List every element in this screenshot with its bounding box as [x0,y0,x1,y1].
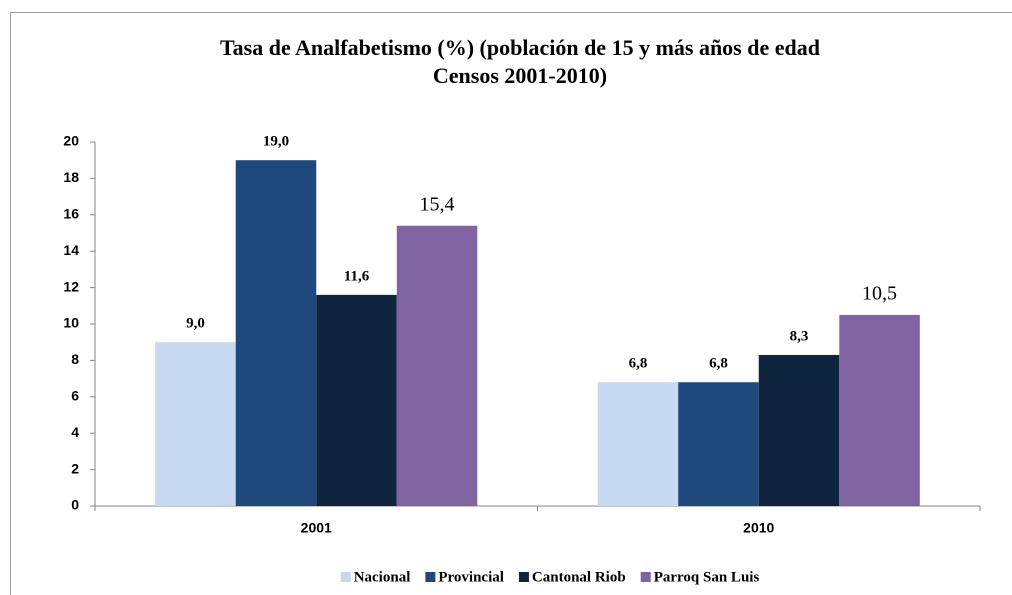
y-tick-label: 14 [63,242,79,258]
value-label: 19,0 [263,134,289,150]
bar [235,160,317,506]
value-label: 15,4 [420,193,455,215]
x-tick-label: 2001 [301,520,332,536]
y-tick-label: 16 [63,206,79,222]
y-tick-label: 18 [63,169,79,185]
value-label: 10,5 [862,282,897,304]
legend-swatch [425,572,436,582]
chart-title: Tasa de Analfabetismo (%) (población de … [220,35,820,60]
y-tick-label: 10 [63,315,79,331]
bar [758,354,840,506]
legend-label: Nacional [354,569,411,585]
chart-title: Censos 2001-2010) [433,63,607,88]
value-label: 6,8 [629,356,648,372]
value-label: 8,3 [790,328,809,344]
value-label: 11,6 [344,268,370,284]
y-tick-label: 8 [71,351,79,367]
legend-label: Parroq San Luis [654,569,760,585]
bar [839,314,920,506]
y-tick-label: 20 [63,133,79,149]
y-tick-label: 4 [71,424,79,440]
y-tick-label: 0 [71,497,79,513]
legend-label: Provincial [438,569,504,585]
legend-swatch [518,572,529,582]
value-label: 9,0 [186,316,205,332]
legend-swatch [340,572,351,582]
value-label: 6,8 [709,356,728,372]
legend-swatch [640,572,651,582]
y-tick-label: 6 [71,388,79,404]
bar [396,225,478,506]
legend-label: Cantonal Riob [532,569,626,585]
x-tick-label: 2010 [743,520,774,536]
y-tick-label: 2 [71,460,79,476]
bar [597,382,679,506]
bar [678,382,759,506]
bar [316,294,397,506]
y-tick-label: 12 [63,278,79,294]
bar [155,342,236,506]
